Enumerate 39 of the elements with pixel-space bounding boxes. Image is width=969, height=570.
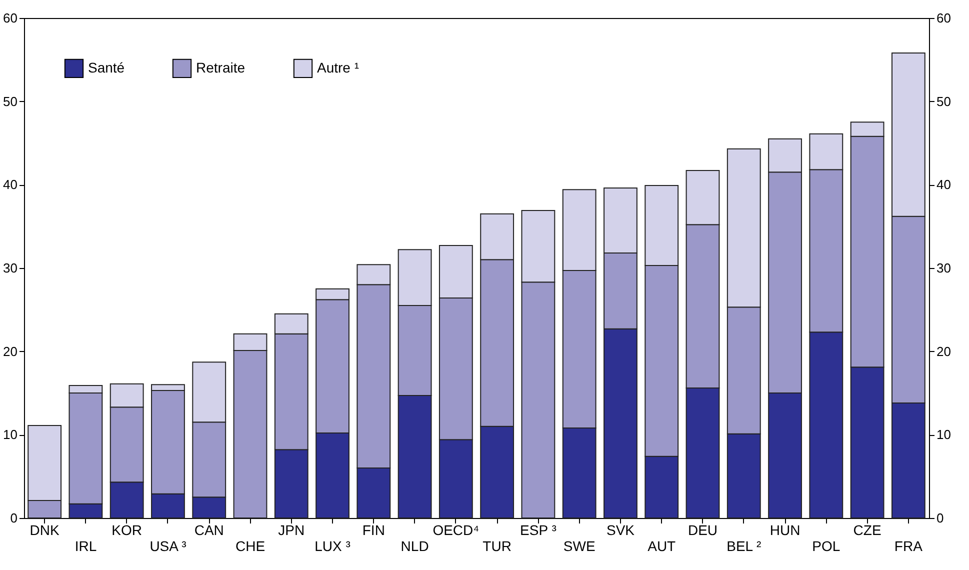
x-tick-label: JPN xyxy=(278,522,305,538)
x-tick-label: CHE xyxy=(235,538,266,554)
x-tick-label: FIN xyxy=(362,522,385,538)
x-tick-label: SWE xyxy=(563,538,596,554)
y-tick-label: 50 xyxy=(3,94,18,109)
x-tick-label: FRA xyxy=(894,538,924,554)
y-tick-label: 30 xyxy=(3,260,18,276)
x-tick-label: HUN xyxy=(770,522,800,538)
y-tick-label: 0 xyxy=(10,510,18,526)
y-tick-label: 60 xyxy=(3,10,18,26)
y2-tick-label: 60 xyxy=(936,10,951,26)
x-tick-label: BEL ² xyxy=(726,538,762,554)
x-tick-label: LUX ³ xyxy=(314,538,351,554)
x-tick-label: SVK xyxy=(606,522,636,538)
x-tick-label: NLD xyxy=(400,538,429,554)
y2-tick-label: 50 xyxy=(936,94,951,109)
x-tick-label: DNK xyxy=(30,522,60,538)
y2-tick-label: 0 xyxy=(936,510,944,526)
y2-tick-label: 30 xyxy=(936,260,951,276)
x-tick-label: TUR xyxy=(482,538,512,554)
x-tick-label: CAN xyxy=(194,522,224,538)
x-tick-label: OECD⁴ xyxy=(432,522,480,538)
y2-tick-label: 10 xyxy=(936,427,951,442)
x-tick-label: ESP ³ xyxy=(520,522,557,538)
x-tick-label: DEU xyxy=(688,522,718,538)
y2-tick-label: 20 xyxy=(936,344,951,359)
legend-label: Santé xyxy=(88,59,125,76)
x-tick-label: POL xyxy=(812,538,840,554)
x-tick-label: AUT xyxy=(648,538,676,554)
y-tick-label: 10 xyxy=(3,427,18,442)
y2-tick-label: 40 xyxy=(936,177,951,192)
y-tick-label: 20 xyxy=(3,344,18,359)
x-tick-label: IRL xyxy=(74,538,97,554)
x-tick-label: USA ³ xyxy=(150,538,187,554)
y-tick-label: 40 xyxy=(3,177,18,192)
x-tick-label: KOR xyxy=(112,522,142,538)
legend-label: Autre ¹ xyxy=(317,59,360,76)
x-tick-label: CZE xyxy=(853,522,882,538)
legend-label: Retraite xyxy=(196,59,246,76)
